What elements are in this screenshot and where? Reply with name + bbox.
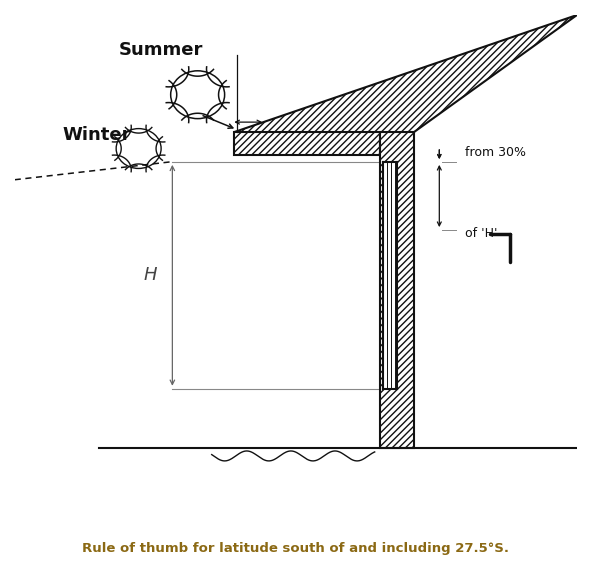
Text: H: H: [143, 266, 157, 285]
Text: Summer: Summer: [119, 41, 203, 59]
Polygon shape: [380, 132, 414, 449]
Text: from 30%: from 30%: [465, 147, 526, 160]
Polygon shape: [234, 15, 577, 132]
Text: Rule of thumb for latitude south of and including 27.5°S.: Rule of thumb for latitude south of and …: [82, 542, 510, 554]
Text: of 'H': of 'H': [465, 228, 497, 240]
Text: Winter: Winter: [63, 126, 131, 144]
Bar: [383, 162, 397, 389]
Polygon shape: [234, 132, 380, 154]
